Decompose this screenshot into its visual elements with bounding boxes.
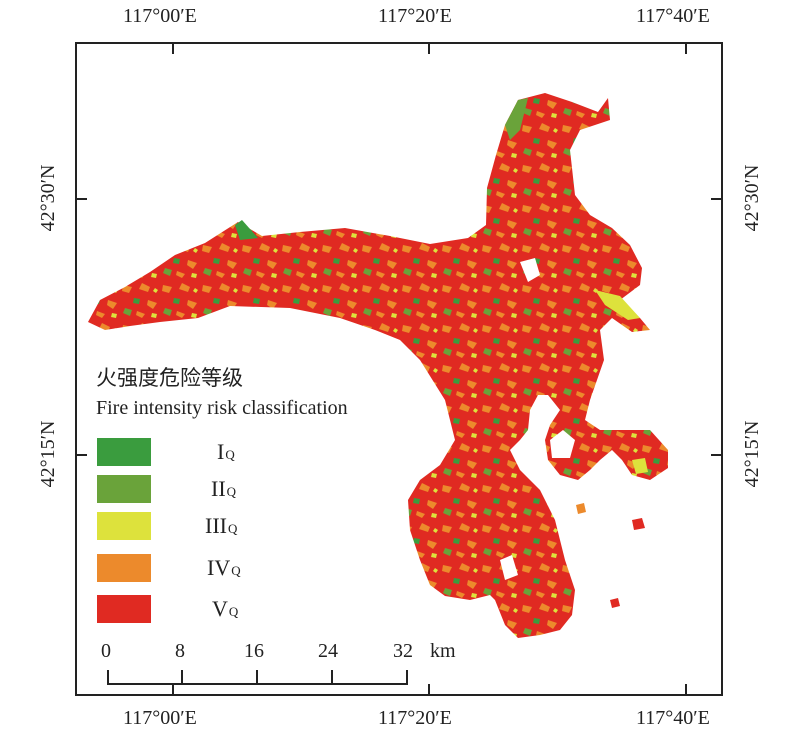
- top-lon-label-2: 117°20′E: [378, 5, 452, 27]
- scalebar-label-8: 8: [175, 640, 185, 662]
- tick-left-1: [75, 198, 87, 200]
- legend-title-en: Fire intensity risk classification: [96, 397, 348, 419]
- bottom-lon-label-1: 117°00′E: [123, 707, 197, 729]
- legend-swatch-5: [97, 595, 151, 623]
- risk-region: [88, 93, 668, 638]
- tick-right-2: [711, 454, 723, 456]
- tick-right-1: [711, 198, 723, 200]
- scalebar-label-32: 32: [393, 640, 413, 662]
- legend-swatch-2: [97, 475, 151, 503]
- scalebar-label-24: 24: [318, 640, 338, 662]
- tick-top-3: [685, 42, 687, 54]
- tick-bottom-1: [172, 684, 174, 696]
- legend-label-2: II Q: [211, 476, 237, 501]
- legend-swatch-3: [97, 512, 151, 540]
- tick-left-2: [75, 454, 87, 456]
- tick-bottom-3: [685, 684, 687, 696]
- legend-label-4: IV Q: [207, 555, 241, 580]
- tick-top-2: [428, 42, 430, 54]
- bottom-lon-label-2: 117°20′E: [378, 707, 452, 729]
- tick-top-1: [172, 42, 174, 54]
- scalebar-label-16: 16: [244, 640, 264, 662]
- legend-swatch-1: [97, 438, 151, 466]
- legend-item-4: IV Q: [97, 553, 241, 583]
- legend-title-cn: 火强度危险等级: [96, 366, 243, 390]
- legend-label-3: III Q: [205, 513, 238, 538]
- legend-item-2: II Q: [97, 474, 236, 504]
- tick-bottom-2: [428, 684, 430, 696]
- top-lon-label-3: 117°40′E: [636, 5, 710, 27]
- scalebar-label-0: 0: [101, 640, 111, 662]
- legend-swatch-4: [97, 554, 151, 582]
- map-frame: [75, 42, 723, 696]
- top-lon-label-1: 117°00′E: [123, 5, 197, 27]
- bottom-lon-label-3: 117°40′E: [636, 707, 710, 729]
- scalebar-unit: km: [430, 640, 456, 662]
- legend-item-3: III Q: [97, 511, 237, 541]
